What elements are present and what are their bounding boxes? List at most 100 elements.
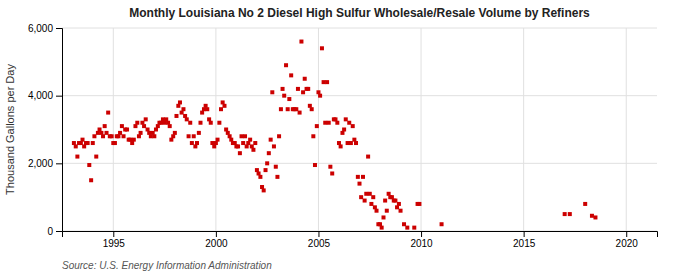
point xyxy=(248,138,252,142)
y-axis: 0 2,000 4,000 6,000 xyxy=(28,23,63,237)
point xyxy=(311,134,315,138)
point xyxy=(383,199,387,203)
x-tick-label: 2010 xyxy=(410,238,433,249)
point xyxy=(568,212,572,216)
point xyxy=(274,165,278,169)
point xyxy=(125,128,129,132)
point xyxy=(135,121,139,125)
point xyxy=(322,80,326,84)
point xyxy=(364,192,368,196)
point xyxy=(275,175,279,179)
point xyxy=(356,175,360,179)
point xyxy=(253,141,257,145)
x-tick-label: 1995 xyxy=(103,238,126,249)
point xyxy=(101,134,105,138)
point xyxy=(87,163,91,167)
point xyxy=(86,141,90,145)
point xyxy=(310,107,314,111)
point xyxy=(397,202,401,206)
y-tick: 0 xyxy=(47,226,62,237)
point xyxy=(417,202,421,206)
point xyxy=(369,202,373,206)
point xyxy=(328,165,332,169)
point xyxy=(361,175,365,179)
point xyxy=(405,226,409,230)
point xyxy=(327,121,331,125)
grid-line-y xyxy=(62,163,657,164)
point xyxy=(299,40,303,44)
point xyxy=(303,77,307,81)
point xyxy=(251,148,255,152)
y-tick: 2,000 xyxy=(28,158,62,169)
point xyxy=(318,94,322,98)
point xyxy=(366,155,370,159)
point xyxy=(106,111,110,115)
point xyxy=(590,214,594,218)
point xyxy=(195,141,199,145)
point xyxy=(330,171,334,175)
x-tick-mark xyxy=(318,231,319,237)
y-tick-mark xyxy=(56,163,62,164)
x-tick-mark xyxy=(626,231,627,237)
point xyxy=(144,117,148,121)
point xyxy=(375,209,379,213)
point xyxy=(298,111,302,115)
grid-line-x xyxy=(523,28,524,231)
point xyxy=(563,212,567,216)
y-tick-mark xyxy=(56,28,62,29)
point xyxy=(296,87,300,91)
x-tick-label: 2020 xyxy=(616,238,639,249)
point xyxy=(113,141,117,145)
point xyxy=(363,199,367,203)
point xyxy=(347,121,351,125)
point xyxy=(118,131,122,135)
point xyxy=(358,182,362,186)
point xyxy=(412,226,416,230)
y-tick: 6,000 xyxy=(28,23,62,34)
y-tick-label: 6,000 xyxy=(28,23,53,34)
y-tick-label: 0 xyxy=(47,226,53,237)
grid-line-y xyxy=(62,28,657,29)
point xyxy=(185,117,189,121)
point xyxy=(323,121,327,125)
x-tick-mark xyxy=(524,231,525,237)
point xyxy=(187,134,191,138)
title: Monthly Louisiana No 2 Diesel High Sulfu… xyxy=(129,6,590,20)
x-tick: 2015 xyxy=(513,231,536,249)
source: Source: U.S. Energy Information Administ… xyxy=(62,260,272,271)
grid-line-x xyxy=(113,28,114,231)
point xyxy=(335,121,339,125)
x-tick-mark xyxy=(113,231,114,237)
y-tick: 4,000 xyxy=(28,90,62,101)
point xyxy=(315,124,319,128)
point xyxy=(289,73,293,77)
x-tick-mark xyxy=(216,231,217,237)
point xyxy=(190,141,194,145)
point xyxy=(173,131,177,135)
x-tick: 1995 xyxy=(103,231,126,249)
point xyxy=(205,107,209,111)
x-tick: 2010 xyxy=(410,231,433,249)
point xyxy=(217,121,221,125)
x-tick: 2005 xyxy=(308,231,331,249)
point xyxy=(262,188,266,192)
point xyxy=(110,134,114,138)
chart: 19952000200520102015202002,0004,0006,000… xyxy=(0,0,675,275)
point xyxy=(385,209,389,213)
grid-line-x xyxy=(421,28,422,231)
y-axis-line xyxy=(56,29,63,232)
point xyxy=(192,134,196,138)
point xyxy=(399,209,403,213)
point xyxy=(270,90,274,94)
point xyxy=(351,124,355,128)
point xyxy=(281,87,285,91)
point xyxy=(222,104,226,108)
y-tick-mark xyxy=(56,231,62,232)
point xyxy=(240,134,244,138)
point xyxy=(219,107,223,111)
x-axis-line xyxy=(63,232,658,238)
point xyxy=(243,134,247,138)
grid xyxy=(62,28,657,231)
point xyxy=(339,144,343,148)
point xyxy=(216,138,220,142)
